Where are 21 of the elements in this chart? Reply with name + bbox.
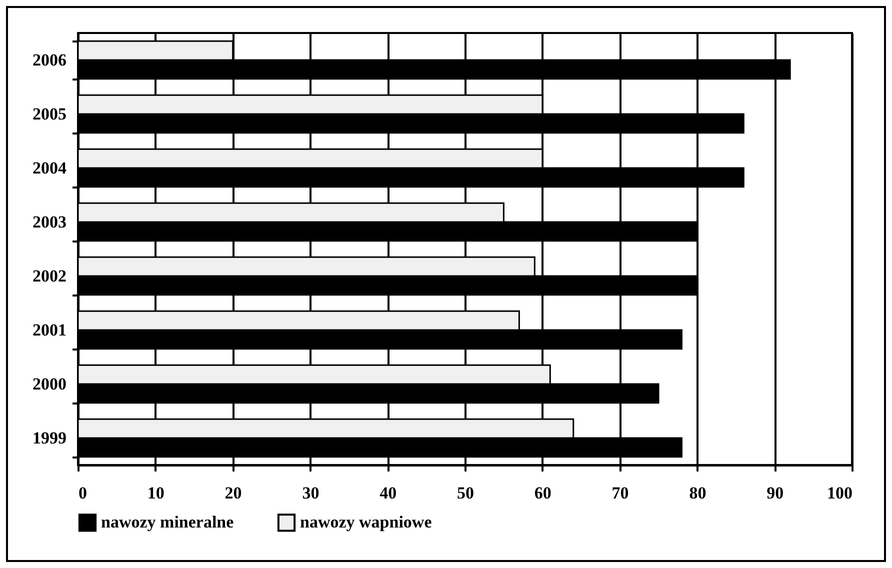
x-tick-label: 20 bbox=[224, 484, 242, 502]
y-tick-label: 1999 bbox=[32, 428, 66, 448]
x-tick-label: 70 bbox=[612, 484, 629, 502]
y-tick-label: 2000 bbox=[32, 374, 66, 394]
x-tick-label: 60 bbox=[534, 484, 552, 502]
y-tick-label: 2005 bbox=[32, 104, 66, 124]
y-tick-label: 2001 bbox=[32, 320, 66, 340]
y-tick-label: 2004 bbox=[32, 158, 67, 178]
y-tick-label: 2003 bbox=[32, 212, 66, 232]
y-tick-label: 2006 bbox=[32, 50, 66, 70]
x-tick-label: 30 bbox=[302, 484, 320, 502]
x-tick-label: 80 bbox=[689, 484, 706, 502]
legend-label: nawozy mineralne bbox=[101, 512, 234, 532]
x-tick-label: 100 bbox=[827, 484, 852, 502]
x-tick-label: 90 bbox=[766, 484, 784, 502]
y-tick-label: 2002 bbox=[32, 266, 66, 286]
x-tick-label: 10 bbox=[147, 484, 164, 502]
x-tick-label: 50 bbox=[457, 484, 474, 502]
x-tick-label: 40 bbox=[380, 484, 397, 502]
x-tick-label: 0 bbox=[78, 484, 87, 502]
legend-label: nawozy wapniowe bbox=[300, 512, 432, 532]
